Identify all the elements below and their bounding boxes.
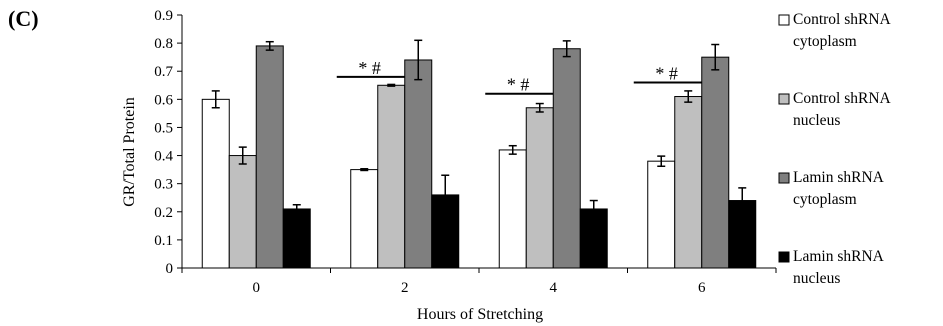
legend-label: Control shRNA [793, 90, 892, 107]
y-axis-label: GR/Total Protein [121, 97, 138, 207]
legend-swatch [778, 14, 790, 26]
y-tick-label: 0.5 [154, 120, 173, 136]
bar [404, 59, 433, 269]
y-tick-label: 0.3 [154, 177, 173, 193]
legend-swatch [778, 172, 790, 184]
x-axis-label: Hours of Stretching [417, 306, 543, 323]
legend-swatch [778, 93, 790, 105]
significance-label: * # [507, 75, 530, 95]
bar [350, 169, 379, 269]
bars [201, 39, 757, 269]
bar [282, 208, 311, 269]
bar [498, 149, 527, 269]
bar [674, 96, 703, 269]
bar [228, 155, 257, 269]
legend-label: nucleus [793, 112, 840, 129]
bar [525, 107, 554, 269]
x-tick-label: 0 [253, 280, 261, 296]
legend-label: cytoplasm [793, 33, 857, 50]
y-tick-label: 0.6 [154, 92, 173, 108]
y-tick-label: 0.9 [154, 8, 173, 24]
panel-label: (C) [8, 6, 39, 31]
significance-label: * # [655, 63, 678, 83]
legend-label: cytoplasm [793, 191, 857, 208]
significance-label: * # [358, 58, 381, 78]
x-tick-label: 6 [698, 280, 706, 296]
bar [647, 160, 676, 269]
y-tick-label: 0.4 [154, 149, 173, 165]
y-tick-label: 0.8 [154, 36, 173, 52]
y-tick-label: 0 [166, 261, 174, 277]
bar [552, 48, 581, 269]
legend-label: Lamin shRNA [793, 248, 885, 265]
y-tick-label: 0.7 [154, 64, 173, 80]
bar [201, 98, 230, 269]
legend-label: nucleus [793, 270, 840, 287]
x-tick-label: 4 [550, 280, 558, 296]
legend-label: Lamin shRNA [793, 169, 885, 186]
x-axis: 0 2 4 6 [181, 267, 777, 296]
legend-label: Control shRNA [793, 11, 892, 28]
y-tick-label: 0.1 [154, 233, 173, 249]
annotations: * # * # * # [336, 58, 702, 95]
bar [255, 45, 284, 269]
y-axis: 0 0.1 0.2 0.3 0.4 0.5 0.6 0.7 0.8 0.9 [154, 8, 183, 277]
legend: Control shRNA cytoplasm Control shRNA nucle… [778, 11, 892, 287]
legend-swatch [778, 251, 790, 263]
bar [377, 84, 406, 269]
y-tick-label: 0.2 [154, 205, 173, 221]
x-tick-label: 2 [401, 280, 409, 296]
bar [701, 56, 730, 269]
